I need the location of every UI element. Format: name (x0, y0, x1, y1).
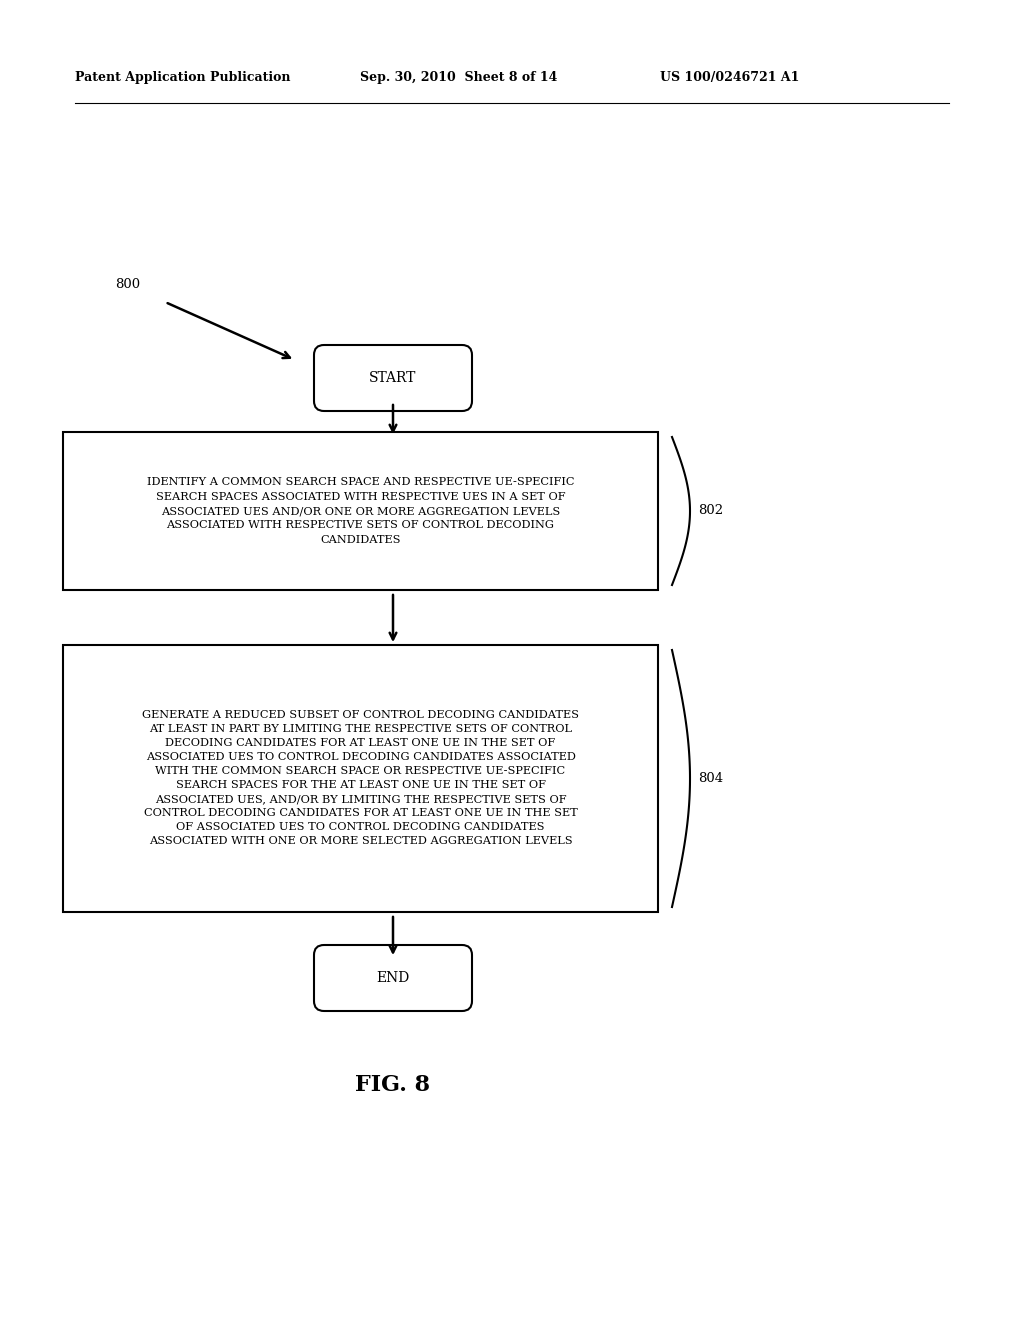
Text: FIG. 8: FIG. 8 (355, 1074, 430, 1096)
Text: END: END (377, 972, 410, 985)
FancyBboxPatch shape (314, 945, 472, 1011)
Text: Sep. 30, 2010  Sheet 8 of 14: Sep. 30, 2010 Sheet 8 of 14 (360, 71, 557, 84)
FancyBboxPatch shape (314, 345, 472, 411)
Text: 800: 800 (115, 279, 140, 292)
Text: 802: 802 (698, 504, 723, 517)
Text: US 100/0246721 A1: US 100/0246721 A1 (660, 71, 800, 84)
Text: 804: 804 (698, 772, 723, 785)
Bar (63, 432, 658, 590)
Text: Patent Application Publication: Patent Application Publication (75, 71, 291, 84)
Text: START: START (370, 371, 417, 385)
Text: IDENTIFY A COMMON SEARCH SPACE AND RESPECTIVE UE-SPECIFIC
SEARCH SPACES ASSOCIAT: IDENTIFY A COMMON SEARCH SPACE AND RESPE… (146, 478, 574, 545)
Bar (63, 645, 658, 912)
Text: GENERATE A REDUCED SUBSET OF CONTROL DECODING CANDIDATES
AT LEAST IN PART BY LIM: GENERATE A REDUCED SUBSET OF CONTROL DEC… (142, 710, 579, 846)
